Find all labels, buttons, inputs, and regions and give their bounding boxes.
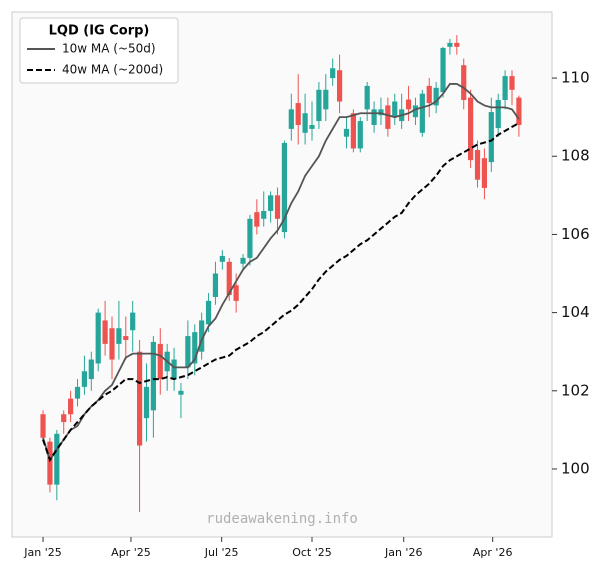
- moving-average-line: [42, 122, 520, 463]
- candle-body: [95, 312, 101, 364]
- candle-body: [178, 390, 184, 395]
- candle-body: [247, 218, 253, 258]
- candle-body: [136, 351, 143, 446]
- candle-body: [440, 47, 446, 93]
- candle-body: [205, 300, 212, 325]
- candle-body: [199, 320, 205, 352]
- x-tick-label: Oct '25: [292, 546, 332, 559]
- candle-body: [219, 255, 225, 262]
- candle-body: [357, 121, 363, 149]
- candle-body: [254, 212, 260, 227]
- candle-body: [88, 359, 94, 380]
- candle-body: [288, 109, 294, 129]
- legend-label: 40w MA (~200d): [62, 63, 163, 77]
- y-tick-label: 104: [561, 303, 590, 321]
- candle-body: [309, 124, 315, 129]
- candle-body: [405, 99, 412, 110]
- candle-body: [74, 386, 81, 399]
- candle-body: [323, 89, 329, 110]
- legend-label: 10w MA (~50d): [62, 42, 156, 56]
- candle-body: [371, 109, 377, 125]
- legend: LQD (IG Corp) 10w MA (~50d) 40w MA (~200d…: [19, 17, 179, 84]
- candle-body: [281, 142, 288, 233]
- candle-body: [274, 195, 281, 219]
- watermark: rudeawakening.info: [206, 511, 358, 527]
- x-tick-label: Jan '26: [384, 546, 422, 559]
- candle-body: [143, 386, 150, 419]
- y-tick-label: 102: [561, 381, 590, 399]
- candle-body: [385, 105, 391, 129]
- candle-body: [171, 359, 177, 380]
- candle-body: [495, 99, 501, 129]
- candle-body: [130, 312, 136, 331]
- candle-body: [364, 85, 370, 110]
- candle-body: [233, 285, 239, 301]
- candle-body: [54, 433, 60, 485]
- y-tick-label: 100: [561, 459, 590, 477]
- candle-body: [343, 128, 350, 137]
- candle-body: [461, 65, 467, 100]
- candle-body: [474, 149, 481, 180]
- candle-body: [426, 85, 432, 104]
- candle-body: [212, 273, 219, 297]
- candle-body: [454, 42, 460, 47]
- candle-body: [61, 414, 67, 423]
- candle-body: [316, 89, 322, 122]
- candle-body: [150, 341, 156, 411]
- candle-body: [240, 257, 246, 264]
- candle-body: [192, 332, 198, 364]
- legend-box: [19, 17, 179, 84]
- candle-body: [295, 103, 301, 125]
- candle-body: [516, 97, 522, 125]
- candle-body: [488, 112, 494, 163]
- candle-body: [68, 398, 74, 415]
- candle-body: [412, 105, 419, 118]
- candle-body: [336, 70, 343, 102]
- candle-body: [47, 441, 53, 485]
- x-tick-label: Apr '26: [473, 546, 513, 559]
- candle-body: [102, 320, 108, 344]
- candle-body: [123, 336, 129, 340]
- candle-body: [268, 195, 274, 211]
- x-tick-label: Jan '25: [23, 546, 61, 559]
- candle-body: [81, 371, 88, 387]
- candle-body: [509, 76, 515, 90]
- legend-title: LQD (IG Corp): [49, 24, 150, 39]
- candle-body: [40, 414, 46, 438]
- moving-average-line: [42, 83, 520, 463]
- y-tick-label: 108: [561, 147, 590, 165]
- candle-body: [185, 336, 191, 368]
- candle-body: [330, 68, 336, 79]
- candle-body: [226, 261, 232, 296]
- x-tick-label: Jul '25: [204, 546, 239, 559]
- candle-body: [302, 113, 308, 133]
- candle-body: [109, 328, 115, 360]
- candle-body: [157, 343, 163, 380]
- candle-body: [419, 93, 425, 133]
- candle-body: [502, 76, 508, 100]
- candle-body: [481, 158, 488, 188]
- candle-body: [433, 87, 439, 106]
- candle-body: [447, 42, 453, 47]
- candle-body: [392, 101, 398, 118]
- candle-body: [350, 113, 356, 149]
- candle-body: [468, 97, 474, 161]
- x-tick-label: Apr '25: [111, 546, 151, 559]
- candle-body: [378, 109, 384, 116]
- candle-body: [261, 210, 267, 219]
- y-tick-label: 110: [561, 69, 590, 87]
- candle-body: [116, 328, 122, 344]
- y-tick-label: 106: [561, 225, 590, 243]
